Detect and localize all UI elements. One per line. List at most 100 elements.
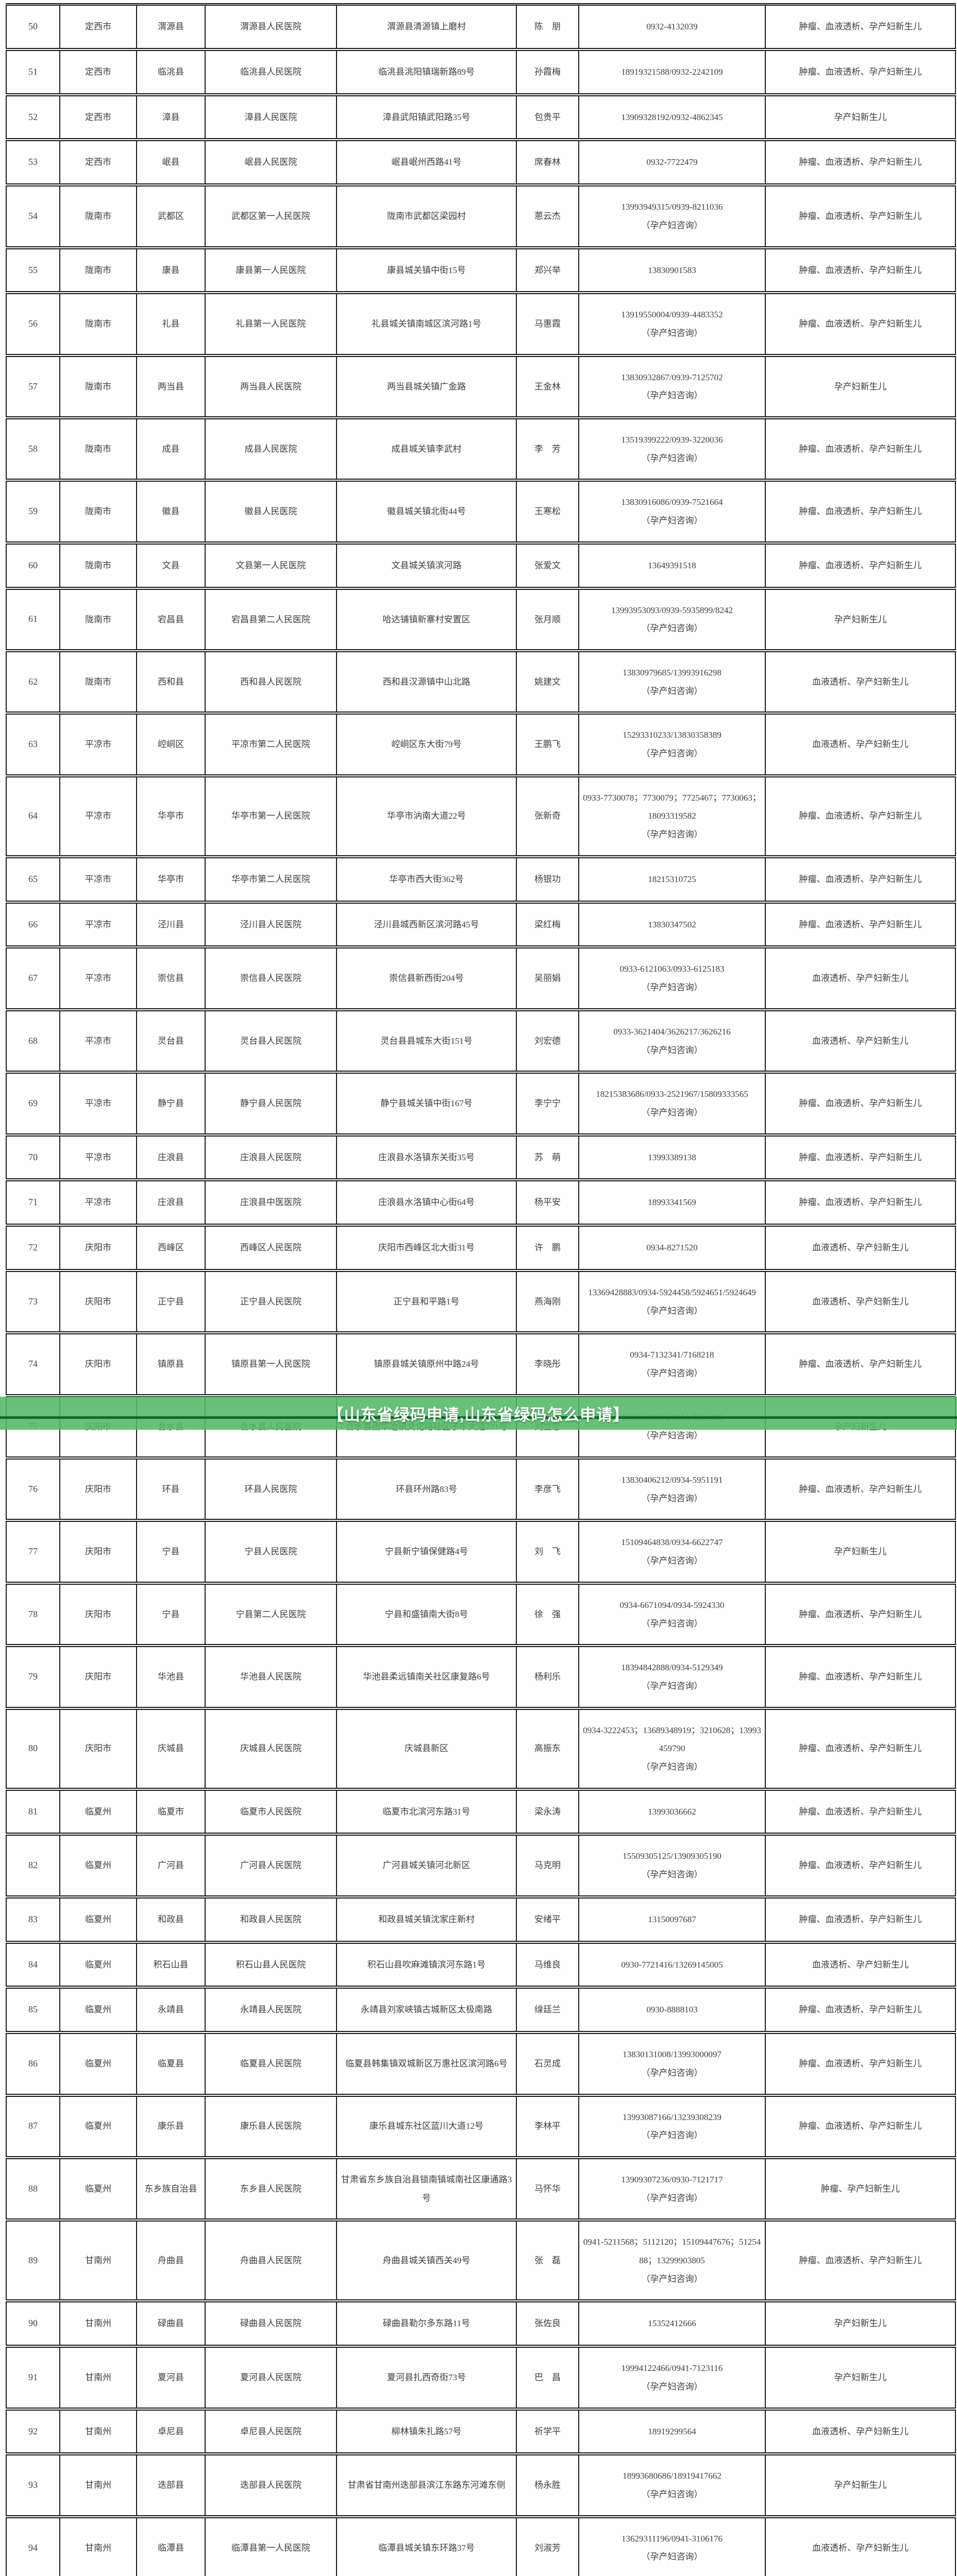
cell-city: 陇南市 [59, 355, 137, 420]
cell-city: 临夏州 [59, 1896, 137, 1944]
cell-city: 庆阳市 [59, 1458, 137, 1522]
table-row: 82 临夏州 广河县 广河县人民医院 广河县城关镇河北新区 马克明 155093… [6, 1834, 956, 1899]
cell-city: 甘南州 [59, 2301, 137, 2348]
cell-county: 迭部县 [136, 2454, 206, 2518]
cell-city: 平凉市 [59, 902, 137, 949]
cell-services: 肿瘤、血液透析、孕产妇新生儿 [765, 1896, 956, 1944]
cell-services: 血液透析、孕产妇新生儿 [765, 2516, 956, 2576]
cell-row-number: 92 [6, 2409, 60, 2456]
cell-county: 礼县 [136, 293, 206, 357]
cell-county: 积石山县 [136, 1942, 206, 1989]
cell-hospital-name: 迭部县人民医院 [205, 2454, 337, 2518]
cell-hospital-name: 宁县人民医院 [205, 1520, 337, 1585]
table-row: 92 甘南州 卓尼县 卓尼县人民医院 柳林镇朱扎路57号 祈学平 1891929… [6, 2409, 956, 2456]
cell-hospital-name: 卓尼县人民医院 [205, 2409, 337, 2456]
cell-services: 肿瘤、血液透析、孕产妇新生儿 [765, 4, 956, 51]
cell-hospital-name: 和政县人民医院 [205, 1896, 337, 1944]
cell-contact-name: 刘宏德 [516, 1009, 579, 1074]
cell-city: 陇南市 [59, 185, 137, 249]
cell-contact-name: 张爱文 [516, 543, 579, 590]
cell-phone: 0934-8271520 [578, 1225, 766, 1272]
cell-row-number: 82 [6, 1834, 60, 1899]
cell-row-number: 93 [6, 2454, 60, 2518]
hospital-table-body: 50 定西市 渭源县 渭源县人民医院 渭源县清源镇上磨村 陈 朋 0932-41… [6, 4, 956, 2576]
cell-contact-name: 李宁宁 [516, 1072, 579, 1137]
cell-county: 正宁县 [136, 1270, 206, 1335]
cell-phone: 18394842888/0934-5129349 （孕产妇咨询） [578, 1646, 766, 1710]
table-row: 93 甘南州 迭部县 迭部县人民医院 甘肃省甘南州迭部县滨江东路东河滩东侧 杨永… [6, 2454, 956, 2518]
cell-row-number: 86 [6, 2032, 60, 2097]
cell-county: 广河县 [136, 1834, 206, 1899]
cell-address: 临夏市北滨河东路31号 [336, 1789, 517, 1836]
cell-county: 华亭市 [136, 856, 206, 904]
promo-banner: 【山东省绿码申请,山东省绿码怎么申请】 [0, 1397, 957, 1430]
cell-city: 甘南州 [59, 2220, 137, 2303]
cell-services: 血液透析、孕产妇新生儿 [765, 1009, 956, 1074]
cell-hospital-name: 华亭市第一人民医院 [205, 775, 337, 858]
cell-city: 临夏州 [59, 1942, 137, 1989]
cell-address: 陇南市武都区梁园村 [336, 185, 517, 249]
cell-services: 肿瘤、血液透析、孕产妇新生儿 [765, 902, 956, 949]
cell-county: 庄浪县 [136, 1180, 206, 1227]
cell-contact-name: 陈 朋 [516, 4, 579, 51]
cell-address: 西和县汉源镇中山北路 [336, 651, 517, 715]
cell-services: 肿瘤、血液透析、孕产妇新生儿 [765, 856, 956, 904]
cell-county: 岷县 [136, 140, 206, 187]
cell-hospital-name: 环县人民医院 [205, 1458, 337, 1522]
cell-hospital-name: 临夏市人民医院 [205, 1789, 337, 1836]
cell-services: 肿瘤、血液透析、孕产妇新生儿 [765, 1458, 956, 1522]
cell-hospital-name: 泾川县人民医院 [205, 902, 337, 949]
cell-hospital-name: 积石山县人民医院 [205, 1942, 337, 1989]
table-row: 88 临夏州 东乡族自治县 东乡县人民医院 甘肃省东乡族自治县锁南镇城南社区康通… [6, 2157, 956, 2222]
hospital-table: 50 定西市 渭源县 渭源县人民医院 渭源县清源镇上磨村 陈 朋 0932-41… [6, 3, 956, 2576]
cell-services: 肿瘤、血液透析、孕产妇新生儿 [765, 247, 956, 295]
cell-phone: 13519399222/0939-3220036 （孕产妇咨询） [578, 418, 766, 482]
cell-address: 康乐县城东社区蓝川大道12号 [336, 2095, 517, 2159]
cell-city: 定西市 [59, 94, 137, 142]
table-row: 65 平凉市 华亭市 华亭市第二人民医院 华亭市西大街362号 杨银功 1821… [6, 856, 956, 904]
cell-hospital-name: 平凉市第二人民医院 [205, 713, 337, 777]
cell-hospital-name: 两当县人民医院 [205, 355, 337, 420]
table-row: 72 庆阳市 西峰区 西峰区人民医院 庆阳市西峰区北大街31号 许 鹏 0934… [6, 1225, 956, 1272]
cell-contact-name: 高振东 [516, 1708, 579, 1791]
table-row: 91 甘南州 夏河县 夏河县人民医院 夏河县扎西奇街73号 巴 昌 199941… [6, 2346, 956, 2411]
cell-address: 庆阳市西峰区北大街31号 [336, 1225, 517, 1272]
cell-address: 永靖县刘家峡镇古城新区太极南路 [336, 1987, 517, 2035]
cell-phone: 19994122466/0941-7123116 （孕产妇咨询） [578, 2346, 766, 2411]
cell-contact-name: 王金林 [516, 355, 579, 420]
cell-hospital-name: 镇原县第一人民医院 [205, 1333, 337, 1397]
cell-contact-name: 巴 昌 [516, 2346, 579, 2411]
cell-city: 庆阳市 [59, 1583, 137, 1648]
cell-row-number: 50 [6, 4, 60, 51]
cell-address: 临潭县城关镇东环路37号 [336, 2516, 517, 2576]
cell-phone: 13830131008/13993000097 （孕产妇咨询） [578, 2032, 766, 2097]
table-row: 58 陇南市 成县 成县人民医院 成县城关镇李武村 李 芳 1351939922… [6, 418, 956, 482]
cell-contact-name: 李林平 [516, 2095, 579, 2159]
cell-county: 西和县 [136, 651, 206, 715]
cell-contact-name: 苏 萌 [516, 1134, 579, 1182]
cell-county: 临洮县 [136, 49, 206, 96]
cell-address: 华亭市西大街362号 [336, 856, 517, 904]
cell-phone: 13830901583 [578, 247, 766, 295]
cell-row-number: 54 [6, 185, 60, 249]
table-row: 80 庆阳市 庆城县 庆城县人民医院 庆城县新区 高振东 0934-322245… [6, 1708, 956, 1791]
cell-address: 碌曲县勒尔多东路11号 [336, 2301, 517, 2348]
cell-city: 陇南市 [59, 418, 137, 482]
cell-address: 文县城关镇滨河路 [336, 543, 517, 590]
cell-city: 甘南州 [59, 2409, 137, 2456]
cell-services: 血液透析、孕产妇新生儿 [765, 1942, 956, 1989]
table-row: 81 临夏州 临夏市 临夏市人民医院 临夏市北滨河东路31号 梁永涛 13993… [6, 1789, 956, 1836]
cell-city: 庆阳市 [59, 1333, 137, 1397]
cell-phone: 18993341569 [578, 1180, 766, 1227]
cell-row-number: 51 [6, 49, 60, 96]
cell-contact-name: 祈学平 [516, 2409, 579, 2456]
cell-city: 平凉市 [59, 1009, 137, 1074]
cell-city: 临夏州 [59, 2157, 137, 2222]
cell-services: 肿瘤、血液透析、孕产妇新生儿 [765, 480, 956, 545]
cell-row-number: 71 [6, 1180, 60, 1227]
cell-phone: 13830347502 [578, 902, 766, 949]
cell-county: 静宁县 [136, 1072, 206, 1137]
cell-city: 庆阳市 [59, 1708, 137, 1791]
cell-contact-name: 杨永胜 [516, 2454, 579, 2518]
cell-county: 康乐县 [136, 2095, 206, 2159]
